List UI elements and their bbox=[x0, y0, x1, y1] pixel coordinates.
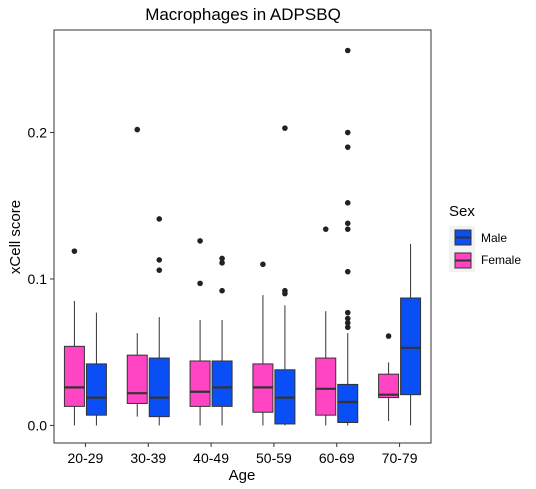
outlier-point-female bbox=[260, 261, 266, 268]
box-female bbox=[378, 373, 400, 399]
outlier-point-male bbox=[344, 268, 351, 275]
x-tick-label: 50-59 bbox=[256, 450, 292, 466]
outlier-point-female bbox=[197, 238, 203, 244]
outlier-point-female bbox=[71, 248, 78, 254]
y-axis-title: xCell score bbox=[7, 200, 24, 274]
legend-title: Sex bbox=[449, 203, 475, 220]
box-female bbox=[126, 354, 148, 404]
outlier-point-male bbox=[282, 125, 288, 131]
legend-label-male: Male bbox=[481, 231, 507, 245]
outlier-point-male bbox=[219, 260, 225, 266]
box-female bbox=[63, 345, 85, 407]
plot-panel bbox=[53, 29, 432, 444]
legend: Sex Male Female bbox=[449, 203, 521, 272]
outlier-point-male bbox=[344, 226, 351, 232]
outlier-point-male bbox=[344, 47, 351, 54]
x-tick-label: 70-79 bbox=[382, 450, 418, 466]
outlier-point-male bbox=[219, 255, 225, 262]
y-tick-label: 0.2 bbox=[28, 125, 48, 141]
box-male bbox=[211, 360, 233, 407]
legend-label-female: Female bbox=[481, 253, 521, 267]
outlier-point-male bbox=[156, 216, 163, 222]
outlier-point-male bbox=[344, 220, 351, 227]
outlier-point-female bbox=[385, 333, 392, 339]
y-tick-label: 0.0 bbox=[28, 417, 48, 433]
box-male bbox=[148, 357, 170, 418]
outlier-point-male bbox=[344, 129, 351, 136]
x-tick-label: 30-39 bbox=[130, 450, 166, 466]
x-tick-label: 40-49 bbox=[193, 450, 229, 466]
outlier-point-male bbox=[344, 144, 351, 150]
outlier-point-male bbox=[344, 320, 351, 326]
outlier-point-female bbox=[134, 126, 141, 133]
box-male bbox=[337, 383, 359, 423]
outlier-point-male bbox=[156, 267, 163, 273]
outlier-point-male bbox=[344, 309, 351, 316]
chart-title: Macrophages in ADPSBQ bbox=[145, 5, 341, 24]
x-tick-label: 60-69 bbox=[319, 450, 355, 466]
outlier-point-female bbox=[322, 226, 329, 232]
box-male bbox=[85, 363, 107, 416]
plot-layer: 0.0 0.1 0.2 20-29 30-39 40-49 50-59 60-69 70-79 bbox=[28, 47, 422, 466]
x-tick-label: 20-29 bbox=[68, 450, 104, 466]
box-female bbox=[189, 360, 211, 407]
x-axis-title: Age bbox=[229, 467, 256, 484]
outlier-point-male bbox=[344, 200, 351, 206]
outlier-point-male bbox=[344, 315, 351, 322]
outlier-point-male bbox=[344, 324, 351, 331]
outlier-point-male bbox=[156, 257, 163, 263]
outlier-point-male bbox=[219, 287, 225, 294]
outlier-point-female bbox=[197, 280, 203, 287]
box-female bbox=[315, 357, 337, 416]
y-tick-label: 0.1 bbox=[28, 271, 48, 287]
outlier-point-male bbox=[282, 287, 288, 294]
box-male bbox=[400, 297, 422, 396]
